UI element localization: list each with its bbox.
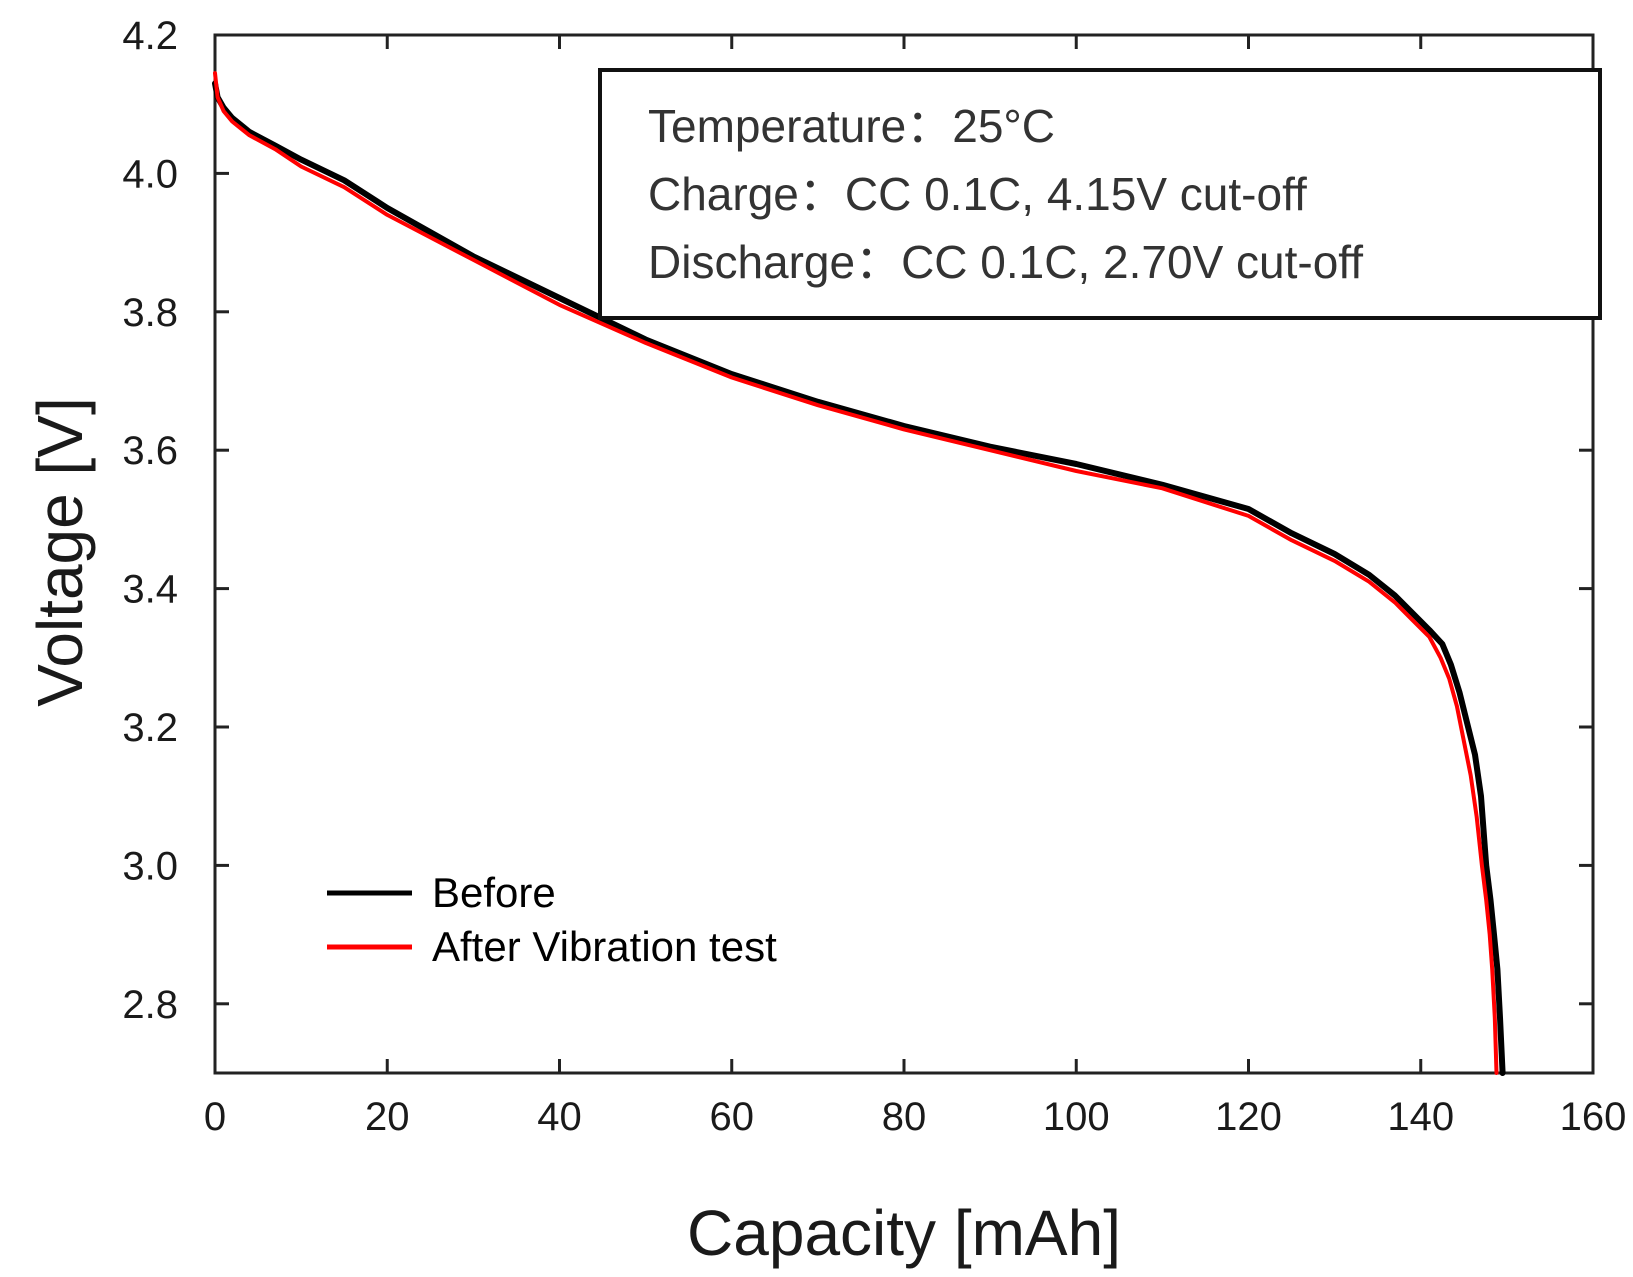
y-axis-ticks: 2.8 3.0 3.2 3.4 3.6 3.8 4.0 4.2: [122, 14, 1593, 1027]
info-box: Temperature：25°C Charge：CC 0.1C, 4.15V c…: [598, 68, 1602, 320]
y-tick-label: 4.2: [122, 14, 178, 58]
legend: Before After Vibration test: [327, 869, 777, 970]
x-axis-title: Capacity [mAh]: [687, 1197, 1121, 1269]
x-tick-label: 20: [365, 1095, 410, 1139]
x-axis-ticks: 0 20 40 60 80 100 120 140 160: [204, 35, 1627, 1139]
x-tick-label: 100: [1043, 1095, 1110, 1139]
x-tick-label: 140: [1387, 1095, 1454, 1139]
series-line-before: [212, 80, 1506, 1076]
y-tick-label: 2.8: [122, 983, 178, 1027]
x-tick-label: 40: [537, 1095, 582, 1139]
y-tick-label: 3.4: [122, 568, 178, 612]
y-tick-label: 3.0: [122, 844, 178, 888]
x-tick-label: 120: [1215, 1095, 1282, 1139]
x-tick-label: 80: [882, 1095, 927, 1139]
y-axis-title: Voltage [V]: [24, 397, 96, 707]
series-layer: [212, 71, 1506, 1076]
info-line-temperature: Temperature：25°C: [648, 100, 1055, 152]
legend-label-before: Before: [432, 869, 556, 916]
y-tick-label: 3.2: [122, 706, 178, 750]
info-line-discharge: Discharge：CC 0.1C, 2.70V cut-off: [648, 236, 1363, 288]
y-tick-label: 3.8: [122, 291, 178, 335]
x-tick-label: 0: [204, 1095, 226, 1139]
legend-label-after-vibration: After Vibration test: [432, 923, 777, 970]
info-box-frame: [598, 68, 1602, 320]
x-tick-label: 160: [1560, 1095, 1627, 1139]
y-tick-label: 3.6: [122, 429, 178, 473]
info-line-charge: Charge：CC 0.1C, 4.15V cut-off: [648, 168, 1307, 220]
x-tick-label: 60: [710, 1095, 755, 1139]
series-line-after-vibration: [213, 71, 1499, 1075]
y-tick-label: 4.0: [122, 152, 178, 196]
